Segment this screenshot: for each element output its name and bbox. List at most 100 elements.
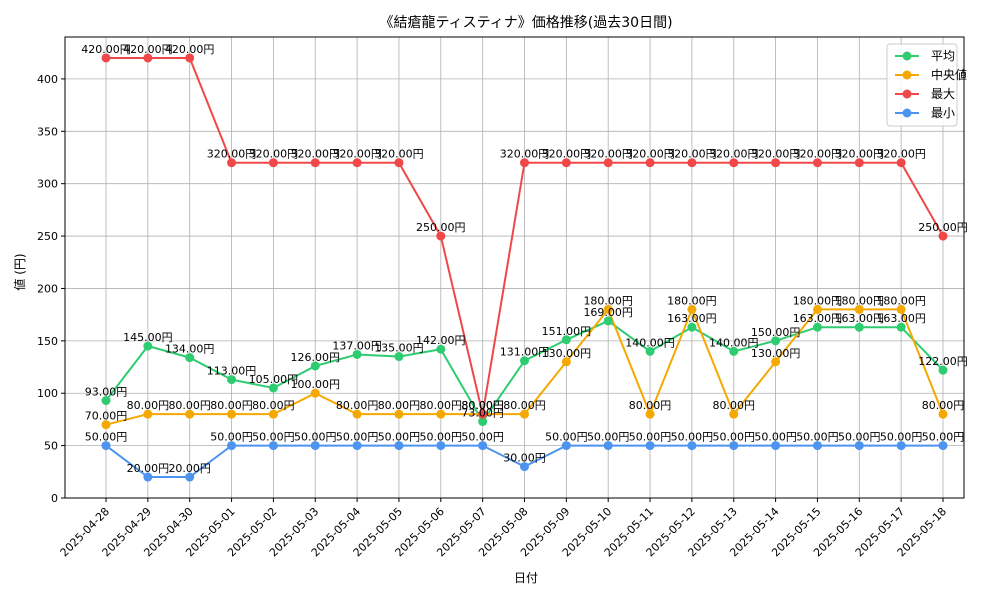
data-label: 20.00円 (127, 462, 170, 475)
data-label: 50.00円 (545, 431, 588, 444)
y-tick-label: 150 (37, 335, 58, 348)
data-label: 135.00円 (374, 342, 424, 355)
data-point (310, 441, 320, 451)
data-point (227, 375, 237, 385)
data-label: 80.00円 (378, 399, 421, 412)
data-label: 320.00円 (709, 148, 759, 161)
data-point (603, 158, 613, 168)
legend-box (886, 43, 958, 127)
data-label: 320.00円 (332, 148, 382, 161)
y-axis-label: 値 (円) (12, 253, 27, 290)
data-point (561, 441, 571, 451)
data-label: 180.00円 (876, 294, 926, 307)
data-point (561, 335, 571, 345)
data-point (729, 441, 739, 451)
data-point (854, 322, 864, 332)
data-label: 80.00円 (252, 399, 295, 412)
data-point (310, 158, 320, 168)
data-label: 180.00円 (793, 294, 843, 307)
data-point (896, 322, 906, 332)
data-label: 250.00円 (918, 221, 968, 234)
data-label: 320.00円 (249, 148, 299, 161)
data-label: 80.00円 (461, 399, 504, 412)
data-label: 131.00円 (500, 346, 550, 359)
data-point (645, 346, 655, 356)
data-label: 150.00円 (751, 326, 801, 339)
legend-label: 最大 (931, 87, 955, 101)
data-label: 420.00円 (81, 43, 131, 56)
data-point (645, 158, 655, 168)
data-point (687, 158, 697, 168)
data-point (520, 356, 529, 366)
data-label: 50.00円 (587, 431, 630, 444)
data-label: 163.00円 (835, 312, 885, 325)
data-point (854, 304, 864, 314)
data-point (729, 158, 739, 168)
data-label: 320.00円 (876, 148, 926, 161)
data-label: 80.00円 (168, 399, 211, 412)
data-label: 163.00円 (793, 312, 843, 325)
data-label: 80.00円 (922, 399, 965, 412)
data-label: 50.00円 (461, 431, 504, 444)
legend-marker (902, 70, 912, 80)
chart-title: 《結瘡龍ティスティナ》価格推移(過去30日間) (379, 14, 672, 31)
data-point (436, 231, 446, 241)
data-point (687, 441, 697, 451)
data-point (520, 462, 529, 472)
data-label: 50.00円 (420, 431, 463, 444)
data-point (352, 158, 362, 168)
data-label: 420.00円 (165, 43, 215, 56)
data-point (227, 158, 237, 168)
data-label: 20.00円 (168, 462, 211, 475)
data-point (771, 357, 781, 367)
data-point (812, 322, 822, 332)
data-point (101, 53, 111, 63)
data-point (185, 53, 195, 63)
data-point (143, 409, 153, 419)
data-label: 140.00円 (709, 336, 759, 349)
data-label: 30.00円 (503, 452, 546, 465)
data-point (436, 409, 446, 419)
data-label: 50.00円 (294, 431, 337, 444)
y-tick-label: 350 (37, 125, 58, 138)
data-point (812, 441, 822, 451)
data-label: 80.00円 (127, 399, 170, 412)
data-label: 50.00円 (671, 431, 714, 444)
data-label: 320.00円 (793, 148, 843, 161)
data-label: 50.00円 (85, 431, 128, 444)
data-point (352, 441, 362, 451)
data-label: 320.00円 (500, 148, 550, 161)
data-label: 320.00円 (751, 148, 801, 161)
data-point (268, 409, 278, 419)
data-point (185, 472, 195, 482)
data-label: 250.00円 (416, 221, 466, 234)
data-point (938, 365, 948, 375)
data-label: 320.00円 (835, 148, 885, 161)
data-point (143, 341, 153, 351)
data-point (938, 441, 948, 451)
y-tick-label: 300 (37, 178, 58, 191)
legend-marker (902, 108, 912, 118)
data-label: 80.00円 (336, 399, 379, 412)
data-label: 93.00円 (85, 386, 128, 399)
data-point (268, 383, 278, 393)
data-point (854, 158, 864, 168)
data-label: 163.00円 (876, 312, 926, 325)
data-label: 320.00円 (291, 148, 341, 161)
y-tick-label: 250 (37, 230, 58, 243)
data-label: 420.00円 (123, 43, 173, 56)
data-label: 320.00円 (374, 148, 424, 161)
data-point (771, 336, 781, 346)
data-point (938, 231, 948, 241)
data-label: 140.00円 (625, 336, 675, 349)
legend-marker (902, 89, 912, 99)
data-label: 50.00円 (336, 431, 379, 444)
data-label: 180.00円 (835, 294, 885, 307)
data-point (268, 158, 278, 168)
data-point (352, 349, 362, 359)
data-point (394, 352, 404, 362)
y-tick-label: 0 (51, 492, 58, 505)
y-tick-label: 400 (37, 73, 58, 86)
